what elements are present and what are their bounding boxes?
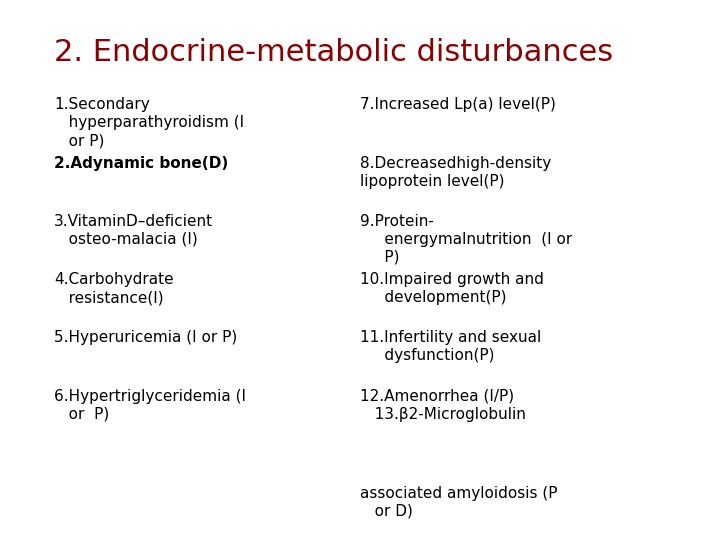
Text: 5.Hyperuricemia (I or P): 5.Hyperuricemia (I or P)	[54, 330, 238, 346]
Text: 2.Adynamic bone(D): 2.Adynamic bone(D)	[54, 156, 228, 171]
Text: associated amyloidosis (P
   or D): associated amyloidosis (P or D)	[360, 486, 557, 519]
Text: 2. Endocrine-metabolic disturbances: 2. Endocrine-metabolic disturbances	[54, 38, 613, 67]
Text: 6.Hypertriglyceridemia (I
   or  P): 6.Hypertriglyceridemia (I or P)	[54, 389, 246, 422]
Text: 7.Increased Lp(a) level(P): 7.Increased Lp(a) level(P)	[360, 97, 556, 112]
Text: 3.VitaminD–deficient
   osteo-malacia (I): 3.VitaminD–deficient osteo-malacia (I)	[54, 214, 213, 247]
Text: 10.Impaired growth and
     development(P): 10.Impaired growth and development(P)	[360, 272, 544, 305]
Text: 4.Carbohydrate
   resistance(I): 4.Carbohydrate resistance(I)	[54, 272, 174, 305]
Text: 1.Secondary
   hyperparathyroidism (I
   or P): 1.Secondary hyperparathyroidism (I or P)	[54, 97, 244, 148]
Text: 9.Protein-
     energymalnutrition  (I or
     P): 9.Protein- energymalnutrition (I or P)	[360, 214, 572, 265]
Text: 11.Infertility and sexual
     dysfunction(P): 11.Infertility and sexual dysfunction(P)	[360, 330, 541, 363]
Text: 12.Amenorrhea (I/P)
   13.β2-Microglobulin: 12.Amenorrhea (I/P) 13.β2-Microglobulin	[360, 389, 526, 422]
Text: 8.Decreasedhigh-density
lipoprotein level(P): 8.Decreasedhigh-density lipoprotein leve…	[360, 156, 552, 188]
